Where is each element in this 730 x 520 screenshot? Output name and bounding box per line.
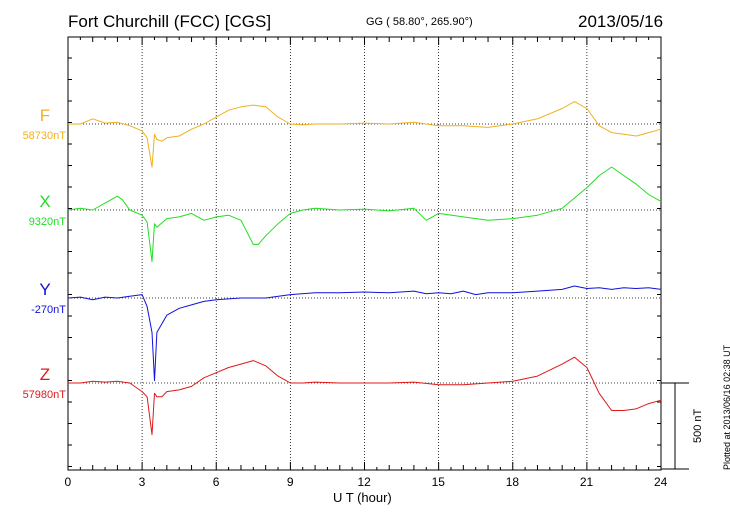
- x-tick-label: 24: [654, 475, 668, 489]
- x-tick-label: 21: [579, 475, 594, 489]
- series-line-f: [68, 101, 662, 168]
- x-tick-label: 18: [505, 475, 520, 489]
- series-name-f: F: [39, 106, 51, 125]
- series-baseline-x: 9320nT: [28, 216, 66, 228]
- series-line-x: [67, 166, 662, 263]
- x-tick-label: 15: [431, 475, 445, 489]
- x-tick-label: 12: [357, 475, 371, 489]
- x-tick-label: 0: [64, 475, 72, 489]
- x-tick-label: 9: [286, 475, 294, 489]
- series-line-z: [68, 356, 662, 436]
- series-line-y: [67, 285, 662, 382]
- grid: [68, 37, 661, 470]
- series-name-y: Y: [39, 280, 51, 299]
- station-coordinates: GG ( 58.80°, 265.90°): [366, 16, 473, 28]
- series-name-z: Z: [39, 365, 51, 384]
- x-tick-label: 6: [212, 475, 220, 489]
- series-baseline-y: -270nT: [31, 304, 66, 316]
- x-ticks: [67, 37, 662, 470]
- series-baseline-z: 57980nT: [22, 389, 66, 401]
- x-axis-label: U T (hour): [333, 490, 392, 505]
- chart-date: 2013/05/16: [578, 12, 664, 31]
- scale-bar-label: 500 nT: [692, 408, 704, 443]
- x-tick-label: 3: [138, 475, 146, 489]
- scale-bar: [661, 382, 689, 470]
- series-baseline-f: 58730nT: [22, 130, 66, 142]
- chart-title: Fort Churchill (FCC) [CGS]: [68, 12, 272, 31]
- series-name-x: X: [39, 192, 51, 211]
- plotted-timestamp: Plotted at 2013/06/16 02:38 UT: [722, 344, 730, 470]
- series-lines: [67, 101, 662, 436]
